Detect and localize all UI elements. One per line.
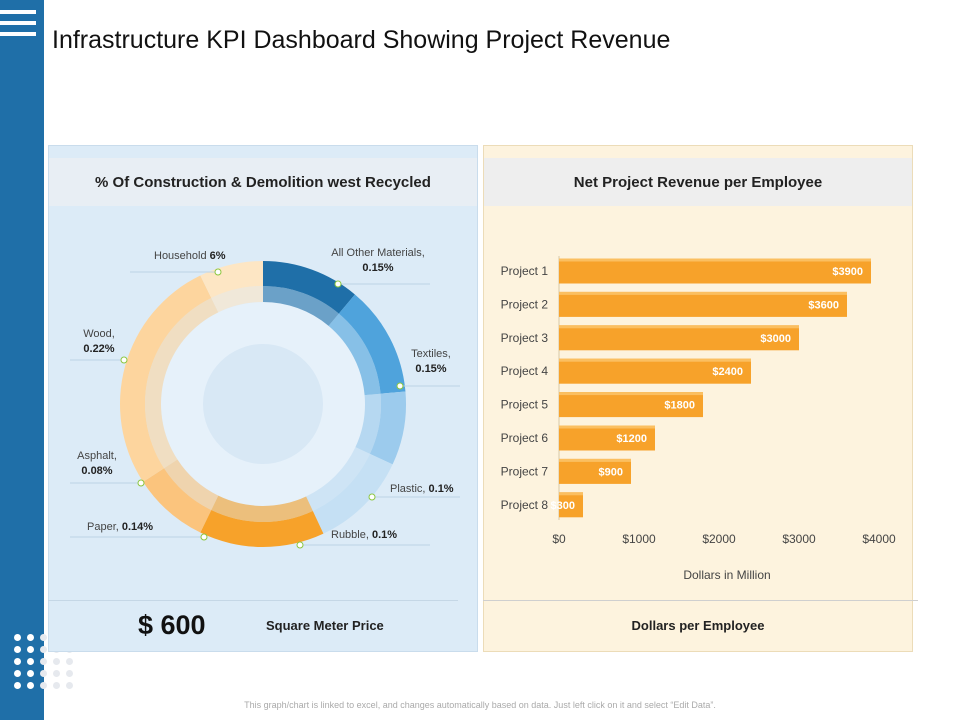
donut-slice-inner-household (211, 286, 263, 313)
bar-highlight-project-4 (559, 358, 751, 362)
donut-slice-plastic (369, 391, 406, 465)
bar-project-3 (559, 325, 799, 351)
donut-slice-rubble (312, 453, 393, 534)
donut-slice-inner-wood (145, 297, 219, 469)
slice-label-plastic: Plastic, 0.1% (390, 483, 454, 495)
x-tick-4: $4000 (862, 532, 896, 546)
recycled-panel-title: % Of Construction & Demolition west Recy… (49, 158, 477, 206)
bar-value-project-7: $900 (599, 466, 623, 478)
leader-dot-textiles (396, 382, 404, 390)
bar-value-project-8: $300 (551, 500, 575, 512)
donut-slice-inner-all-other-materials (263, 286, 339, 326)
bar-highlight-project-1 (559, 258, 871, 262)
leader-dot-asphalt (137, 479, 145, 487)
recycled-donut-chart (120, 261, 406, 547)
bar-value-project-1: $3900 (832, 266, 863, 278)
square-meter-price-value: $ 600 (138, 610, 206, 640)
slice-label-household: Household 6% (154, 250, 226, 262)
bar-value-project-3: $3000 (760, 333, 791, 345)
donut-slice-wood (120, 275, 212, 482)
x-tick-3: $3000 (782, 532, 816, 546)
bar-project-2 (559, 291, 847, 317)
bar-highlight-project-6 (559, 425, 655, 429)
leader-dot-plastic (368, 493, 376, 501)
slice-label-asphalt: Asphalt, (77, 450, 117, 462)
bar-category-project-5: Project 5 (501, 398, 549, 412)
footnote: This graph/chart is linked to excel, and… (244, 700, 716, 710)
leader-dot-wood (120, 356, 128, 364)
x-axis-label: Dollars in Million (683, 568, 770, 582)
bar-category-project-4: Project 4 (501, 364, 549, 378)
x-tick-2: $2000 (702, 532, 736, 546)
donut-slice-inner-asphalt (164, 459, 219, 511)
bar-category-project-7: Project 7 (501, 464, 549, 478)
bar-category-project-8: Project 8 (501, 498, 549, 512)
slice-label-rubble: Rubble, 0.1% (331, 529, 397, 541)
slice-value-asphalt: 0.08% (81, 465, 112, 477)
slice-label-wood: Wood, (83, 328, 115, 340)
donut-core (203, 344, 323, 464)
bar-project-1 (559, 258, 871, 284)
x-tick-1: $1000 (622, 532, 656, 546)
donut-slice-inner-plastic (355, 393, 381, 454)
bar-project-8 (559, 492, 583, 518)
leader-dot-paper (200, 533, 208, 541)
slice-label-all-other-materials: All Other Materials, (331, 247, 425, 259)
bar-category-project-3: Project 3 (501, 331, 549, 345)
x-tick-0: $0 (552, 532, 566, 546)
leader-dot-household (214, 268, 222, 276)
bar-project-7 (559, 458, 631, 484)
bar-category-project-6: Project 6 (501, 431, 549, 445)
bar-category-project-1: Project 1 (501, 264, 549, 278)
donut-slice-inner-rubble (306, 447, 370, 511)
bar-value-project-6: $1200 (616, 433, 647, 445)
bar-highlight-project-5 (559, 392, 703, 396)
bar-highlight-project-2 (559, 291, 847, 295)
donut-slice-inner-paper (211, 495, 313, 522)
bar-highlight-project-3 (559, 325, 799, 329)
square-meter-price-label: Square Meter Price (266, 618, 384, 633)
bar-highlight-project-7 (559, 458, 631, 462)
slice-value-wood: 0.22% (83, 343, 114, 355)
bar-value-project-2: $3600 (808, 299, 839, 311)
revenue-panel: Net Project Revenue per Employee (483, 145, 913, 652)
slice-label-paper: Paper, 0.14% (87, 521, 153, 533)
bar-project-4 (559, 358, 751, 384)
donut-slice-asphalt (143, 468, 212, 533)
right-divider (483, 600, 918, 601)
bar-project-6 (559, 425, 655, 451)
left-divider (48, 600, 458, 601)
donut-slice-textiles (338, 294, 406, 394)
revenue-panel-title: Net Project Revenue per Employee (484, 158, 912, 206)
side-accent-bar (0, 0, 44, 720)
leader-dot-all-other-materials (334, 280, 342, 288)
dollars-per-employee-label: Dollars per Employee (631, 618, 765, 633)
revenue-bar-chart: Project 1 $3900 Project 2 $3600 Project 3 $30… (501, 256, 896, 582)
slice-value-textiles: 0.15% (415, 363, 446, 375)
bar-highlight-project-8 (559, 492, 583, 496)
donut-slice-paper (200, 510, 324, 547)
bar-value-project-4: $2400 (712, 366, 743, 378)
donut-slice-all-other-materials (263, 261, 355, 314)
leader-dot-rubble (296, 541, 304, 549)
slice-value-all-other-materials: 0.15% (362, 262, 393, 274)
donut-labels: All Other Materials, 0.15% Textiles, 0.15% P… (70, 247, 460, 549)
donut-slice-inner-textiles (328, 313, 381, 396)
slice-label-textiles: Textiles, (411, 348, 451, 360)
bar-project-5 (559, 392, 703, 418)
bar-category-project-2: Project 2 (501, 297, 549, 311)
bar-value-project-5: $1800 (664, 400, 695, 412)
page-title: Infrastructure KPI Dashboard Showing Pro… (52, 26, 671, 54)
menu-icon[interactable] (0, 10, 36, 44)
